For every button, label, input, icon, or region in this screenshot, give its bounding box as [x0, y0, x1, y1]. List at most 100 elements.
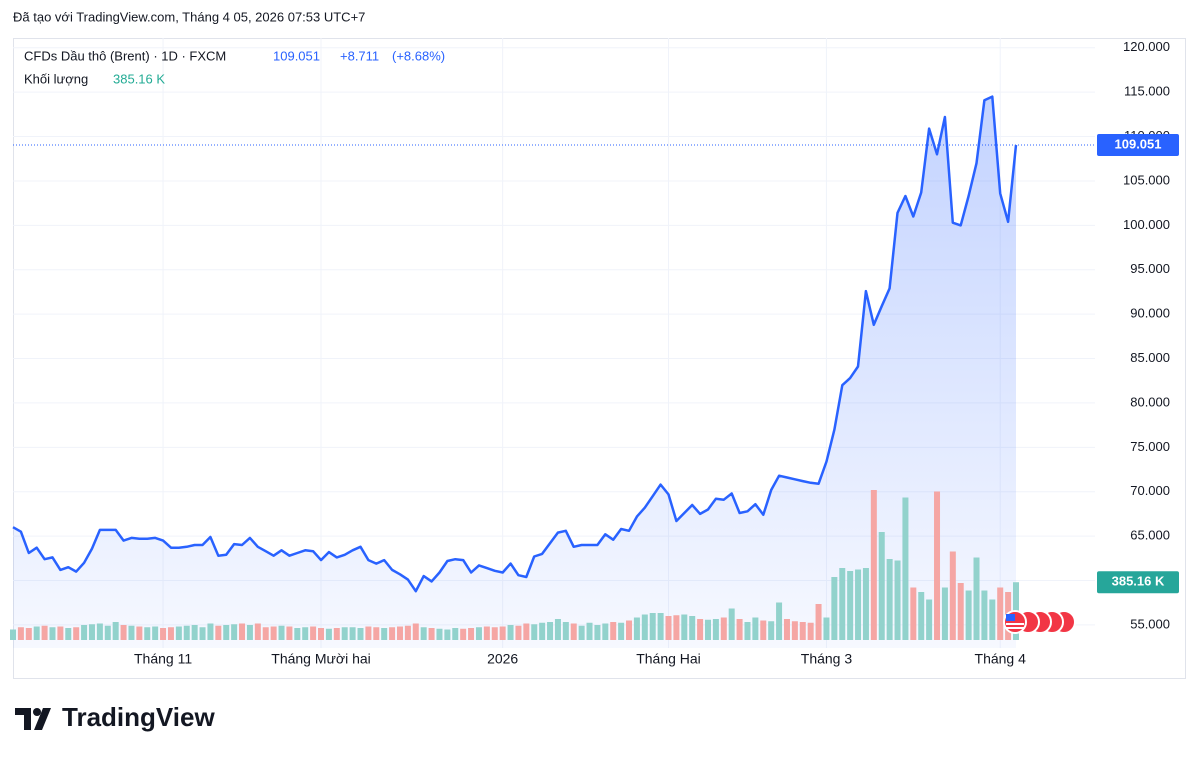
volume-bar	[104, 625, 111, 640]
volume-bar	[665, 616, 672, 640]
volume-bar	[420, 627, 427, 640]
volume-bar	[73, 627, 80, 640]
volume-bar	[847, 571, 854, 640]
volume-bar	[96, 623, 103, 640]
volume-bar	[870, 490, 877, 640]
x-tick-label: Tháng Hai	[636, 651, 701, 667]
volume-bar	[483, 626, 490, 640]
volume-bar	[357, 628, 364, 640]
volume-bar	[886, 559, 893, 640]
volume-bar	[704, 619, 711, 640]
volume-bar	[783, 619, 790, 640]
y-tick-label: 105.000	[1123, 172, 1170, 187]
volume-bar	[570, 623, 577, 640]
volume-bar	[25, 628, 32, 640]
volume-bar	[452, 628, 459, 640]
x-tick-label: Tháng 3	[801, 651, 853, 667]
volume-bar	[973, 557, 980, 640]
x-tick-label: 2026	[487, 651, 518, 667]
volume-bar	[720, 617, 727, 640]
volume-bar	[270, 626, 277, 640]
volume-bar	[673, 615, 680, 640]
price-line	[12, 95, 1018, 593]
volume-bar	[428, 628, 435, 640]
volume-bar	[215, 625, 222, 640]
volume-bar	[949, 551, 956, 640]
volume-bar	[404, 625, 411, 640]
volume-bar	[167, 627, 174, 640]
volume-bar	[41, 625, 48, 640]
volume-bar	[681, 614, 688, 640]
last-price-label: 109.051	[1115, 136, 1162, 151]
volume-bar	[554, 619, 561, 640]
volume-bar	[989, 599, 996, 640]
volume-bar	[325, 628, 332, 640]
volume-bar	[491, 627, 498, 640]
volume-bar	[760, 620, 767, 640]
volume-bar	[468, 628, 475, 640]
volume-bar	[223, 625, 230, 640]
volume-bar	[10, 629, 16, 640]
last-price-tag	[1097, 133, 1179, 156]
volume-bar	[578, 625, 585, 640]
y-tick-label: 100.000	[1123, 217, 1170, 232]
volume-bar	[318, 628, 325, 640]
volume-bar	[373, 627, 380, 640]
volume-bar	[633, 617, 640, 640]
volume-bar	[199, 627, 206, 640]
volume-bar	[333, 628, 340, 640]
volume-bar	[294, 628, 301, 640]
volume-bar	[965, 590, 972, 640]
event-markers	[1003, 610, 1076, 634]
volume-bar	[839, 568, 846, 640]
volume-bar	[246, 625, 253, 640]
volume-bar	[144, 627, 151, 640]
volume-bar	[128, 625, 135, 640]
volume-bar	[641, 614, 648, 640]
volume-bar	[736, 619, 743, 640]
volume-bar	[610, 622, 617, 640]
volume-bar	[744, 622, 751, 640]
volume-bar	[957, 583, 964, 640]
header-text: Đã tạo với TradingView.com, Tháng 4 05, …	[13, 9, 365, 24]
volume-bar	[175, 626, 182, 640]
legend-change-pct: (+8.68%)	[392, 48, 445, 63]
y-tick-label: 115.000	[1124, 84, 1170, 99]
volume-bar	[831, 577, 838, 640]
volume-bar	[855, 569, 862, 640]
volume-bar	[310, 626, 317, 640]
volume-bar	[191, 625, 198, 640]
volume-bar	[444, 629, 451, 640]
y-tick-label: 55.000	[1130, 616, 1170, 631]
volume-bar	[33, 626, 40, 640]
volume-bar	[894, 560, 901, 640]
volume-bar	[910, 587, 917, 640]
volume-bar	[381, 628, 388, 640]
volume-bar	[81, 625, 88, 640]
volume-bar	[515, 625, 522, 640]
volume-bar	[626, 620, 633, 640]
volume-bar	[112, 622, 119, 640]
volume-bar	[523, 623, 530, 640]
volume-bar	[547, 622, 554, 640]
volume-bar	[17, 627, 24, 640]
volume-bar	[586, 622, 593, 640]
volume-bar	[776, 602, 783, 640]
volume-bar	[207, 623, 214, 640]
volume-bar	[389, 627, 396, 640]
legend-volume: Khối lượng	[24, 71, 88, 86]
volume-bar	[65, 628, 72, 640]
volume-bar	[539, 622, 546, 640]
volume-bar	[862, 568, 869, 640]
volume-bar	[302, 627, 309, 640]
volume-bar	[365, 626, 372, 640]
y-tick-label: 75.000	[1130, 439, 1170, 454]
volume-bar	[657, 613, 664, 640]
volume-bar	[49, 627, 56, 640]
last-volume-tag	[1097, 571, 1179, 594]
last-volume-label: 385.16 K	[1112, 574, 1165, 589]
legend-change: +8.711	[340, 48, 379, 63]
legend-symbol: CFDs Dầu thô (Brent) · 1D · FXCM	[24, 48, 226, 63]
y-tick-label: 95.000	[1130, 261, 1170, 276]
volume-bar	[926, 599, 933, 640]
